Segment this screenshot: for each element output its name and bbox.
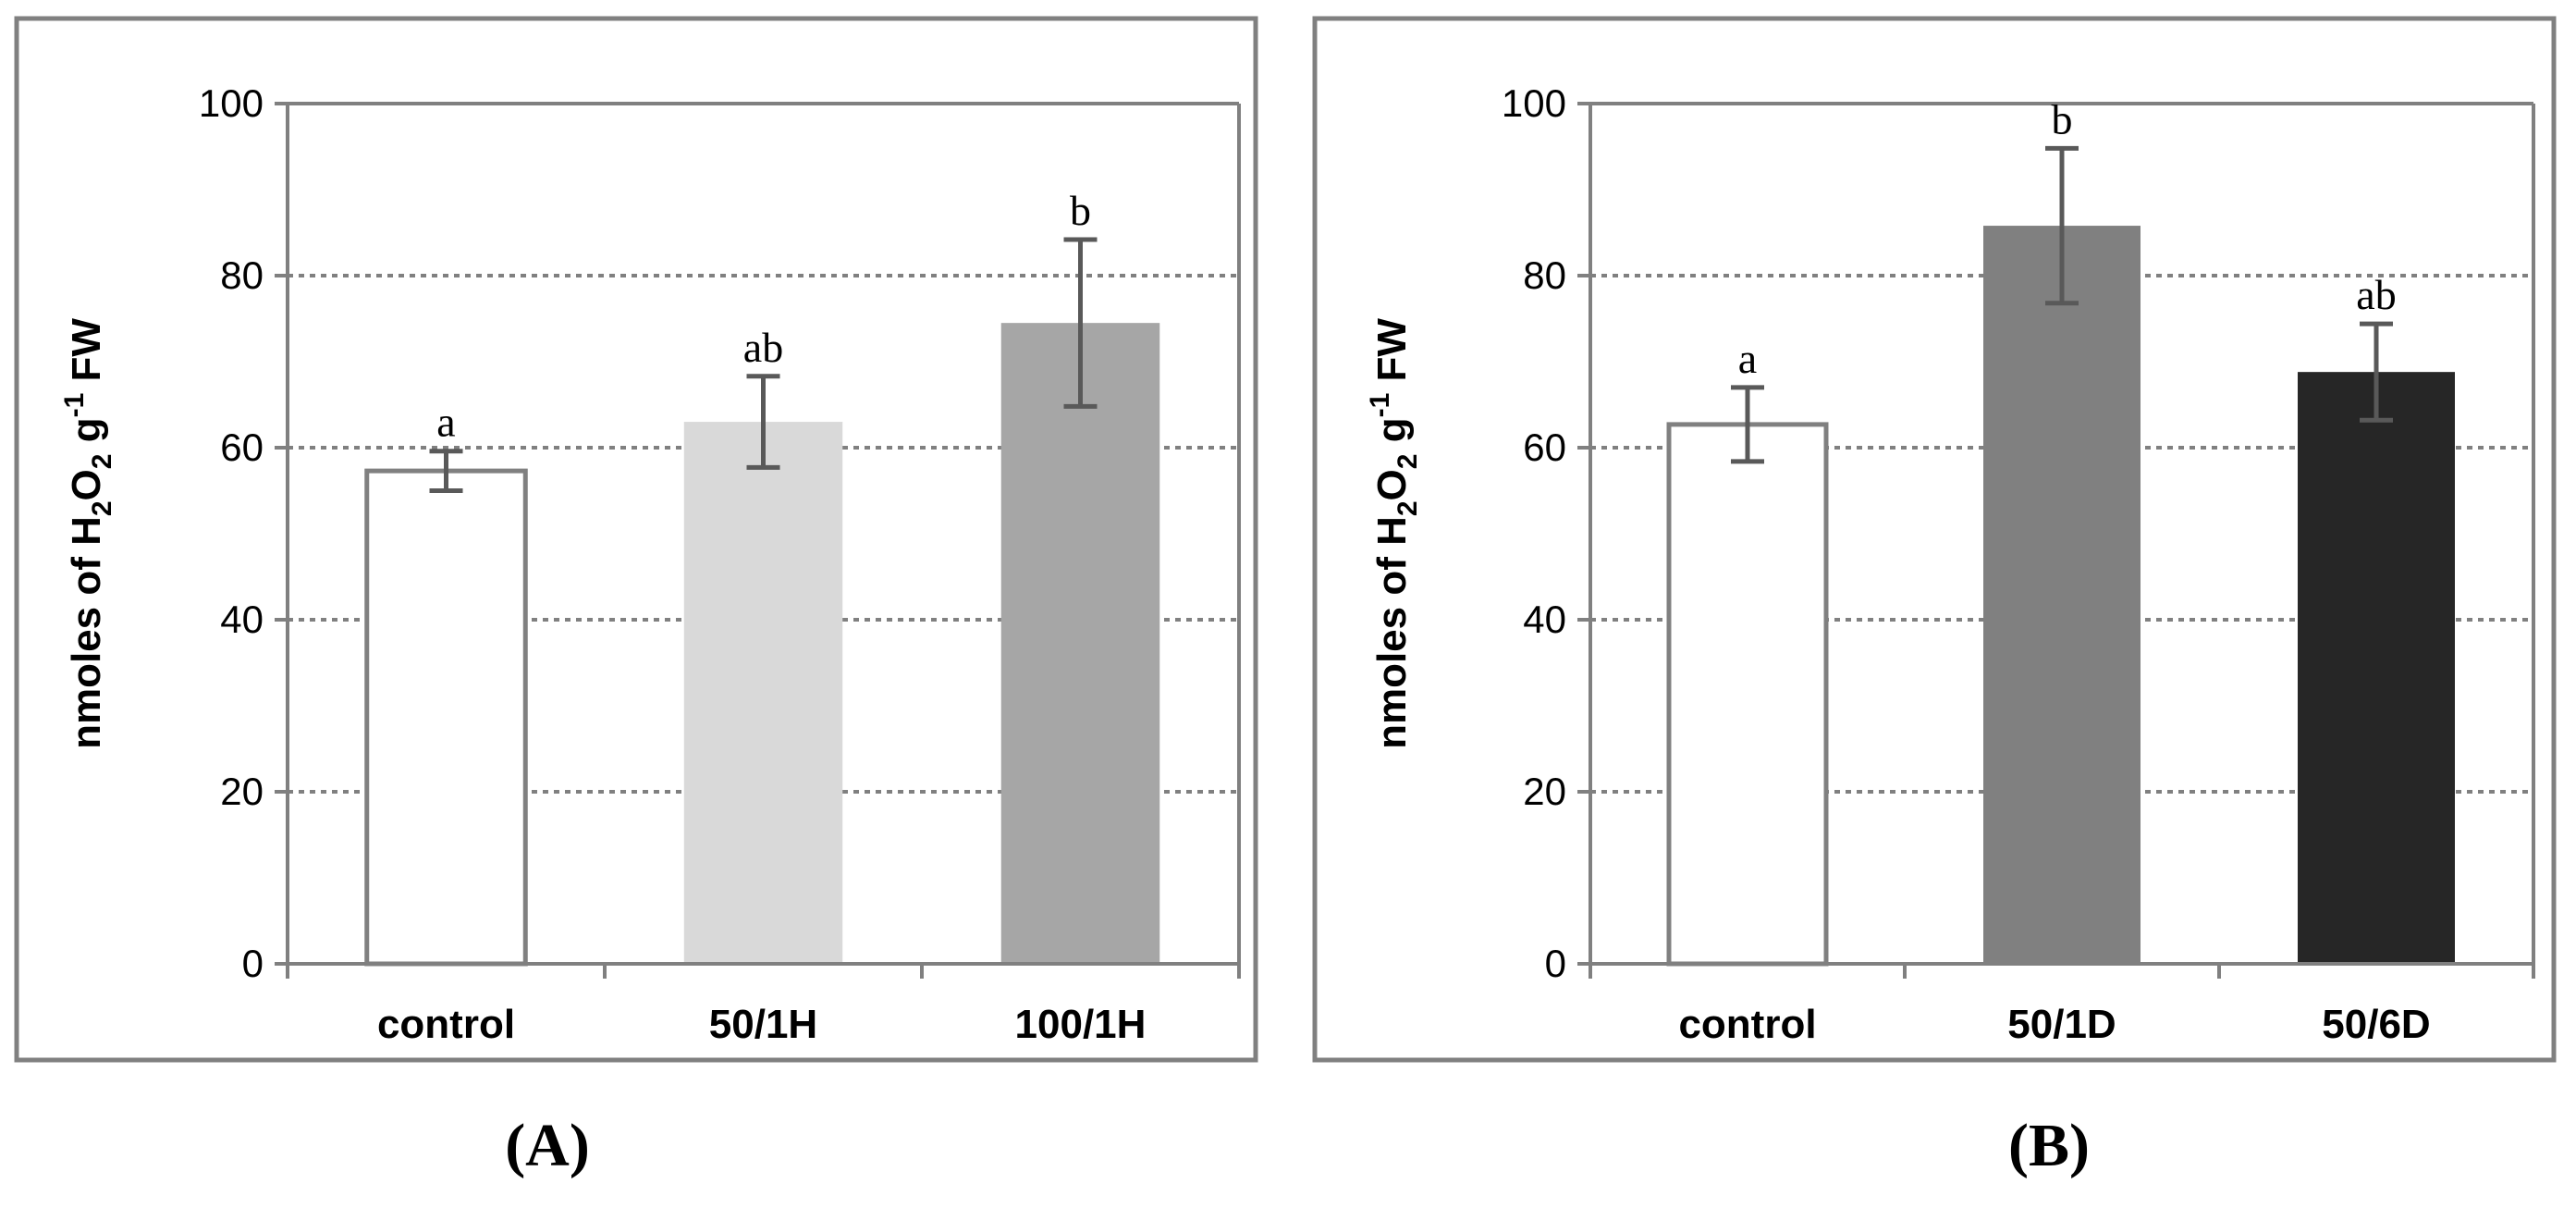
y-tick-label: 100 — [199, 81, 264, 125]
y-tick-label: 80 — [220, 253, 264, 297]
y-tick-label: 40 — [1523, 598, 1566, 641]
y-tick-label: 0 — [1545, 942, 1566, 985]
error-bar-control — [429, 449, 463, 493]
y-tick-label: 20 — [220, 770, 264, 813]
panel-frame — [14, 16, 1258, 1063]
significance-letter: a — [1738, 335, 1757, 382]
y-axis-label: nmoles of H2O2 g-1 FW — [59, 318, 117, 749]
chart-panel-a: 0 20 40 60 80 100 control 50/1H 100/1H a ab b nmoles… — [14, 16, 1258, 1179]
error-bar-100-1h — [1063, 237, 1098, 409]
x-tick-label-50-1d: 50/1D — [2007, 1002, 2116, 1047]
y-tick-label: 100 — [1502, 81, 1566, 125]
significance-letter: b — [2052, 95, 2073, 142]
significance-letter: b — [1070, 187, 1091, 234]
y-tick-label: 80 — [1523, 253, 1566, 297]
y-tick-label: 20 — [1523, 770, 1566, 813]
y-tick-label: 0 — [242, 942, 264, 985]
x-tick-label-50-1h: 50/1H — [709, 1002, 817, 1047]
x-tick-label-50-6d: 50/6D — [2322, 1002, 2430, 1047]
bar-50-1h — [683, 422, 843, 965]
bar-50-1d — [1983, 226, 2141, 964]
bar-100-1h — [1000, 323, 1160, 964]
y-axis-label: nmoles of H2O2 g-1 FW — [1365, 318, 1423, 749]
bar-50-6d — [2298, 372, 2455, 964]
bar-control — [1666, 422, 1829, 967]
x-tick-label-control: control — [377, 1002, 515, 1047]
panel-label: (B) — [2008, 1112, 2090, 1179]
x-tick-label-100-1h: 100/1H — [1015, 1002, 1147, 1047]
significance-letter: ab — [2356, 271, 2396, 318]
x-tick-label-control: control — [1678, 1002, 1816, 1047]
error-bar-50-1h — [746, 374, 780, 470]
significance-letter: a — [436, 399, 455, 446]
error-bar-50-6d — [2360, 321, 2393, 423]
y-tick-label: 40 — [220, 598, 264, 641]
error-bar-50-1d — [2045, 145, 2079, 306]
y-tick-label: 60 — [1523, 425, 1566, 469]
y-tick-label: 60 — [220, 425, 264, 469]
bar-control — [364, 468, 528, 967]
panel-label: (A) — [505, 1112, 590, 1179]
error-bar-control — [1731, 385, 1764, 464]
panel-frame — [1312, 16, 2557, 1063]
significance-letter: ab — [743, 324, 783, 371]
